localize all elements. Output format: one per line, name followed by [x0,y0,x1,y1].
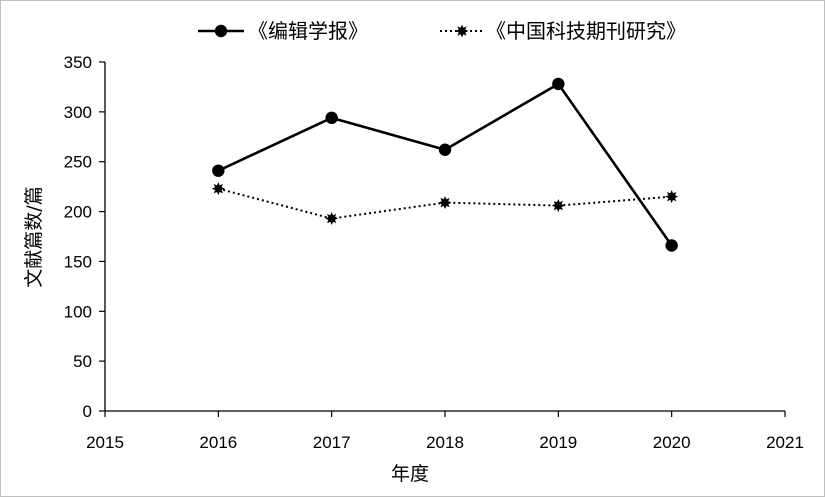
y-tick-label: 50 [73,352,92,371]
data-point [438,196,452,210]
data-point [551,199,565,213]
legend-item-2: 《中国科技期刊研究》 [440,19,686,43]
data-point [212,164,225,177]
y-tick-label: 300 [64,103,92,122]
legend-marker [214,24,228,38]
x-tick-label: 2019 [539,433,577,452]
y-axis-title: 文献篇数/篇 [23,186,45,287]
x-tick-label: 2015 [86,433,124,452]
legend-marker [455,24,469,38]
y-tick-label: 250 [64,153,92,172]
legend-item-1: 《编辑学报》 [198,19,368,43]
x-tick-label: 2021 [766,433,804,452]
y-tick-label: 200 [64,203,92,222]
data-point [211,182,225,196]
data-point [438,143,452,156]
series-layer [211,77,679,252]
x-tick-label: 2016 [199,433,237,452]
y-tick-label: 350 [64,53,92,72]
data-point [665,239,678,252]
y-axis-ticks: 0 50 100 150 200 250 300 350 [64,53,105,421]
x-tick-label: 2018 [426,433,464,452]
x-axis-title: 年度 [391,463,429,485]
series-1 [212,77,678,252]
legend-label: 《编辑学报》 [248,19,368,43]
legend: 《编辑学报》 《中国科技期刊研究》 [198,19,686,43]
data-point [325,111,338,125]
data-point [665,190,679,204]
legend-label: 《中国科技期刊研究》 [486,19,686,43]
y-tick-label: 100 [64,302,92,321]
series-2 [211,182,679,226]
x-tick-label: 2020 [653,433,691,452]
y-tick-label: 150 [64,252,92,271]
axes [104,62,785,412]
y-tick-label: 0 [83,402,92,421]
data-point [325,212,339,226]
x-axis-ticks: 2015 2016 2017 2018 2019 2020 2021 [86,411,804,452]
series-line [217,82,673,247]
x-tick-label: 2017 [313,433,351,452]
data-point [552,77,565,91]
